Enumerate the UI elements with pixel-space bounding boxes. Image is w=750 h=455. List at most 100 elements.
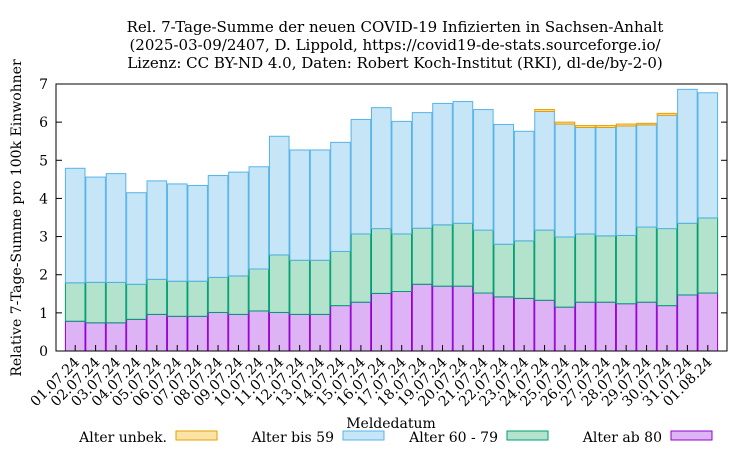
bar-alter-60-79-06.07.24	[166, 280, 188, 317]
bar-alter-unbek--24.07.24	[534, 109, 555, 112]
bar-alter-60-79-18.07.24	[411, 227, 433, 285]
bar-alter-60-79-03.07.24	[105, 281, 127, 324]
bar-alter-ab-80-27.07.24	[595, 301, 617, 352]
bar-alter-60-79-26.07.24	[575, 233, 596, 303]
bar-alter-bis-59-30.07.24	[656, 114, 678, 230]
bar-alter-60-79-08.07.24	[207, 276, 229, 313]
bar-alter-60-79-22.07.24	[493, 243, 515, 298]
bar-alter-60-79-28.07.24	[615, 234, 637, 305]
bar-alter-bis-59-11.07.24	[268, 135, 290, 256]
bar-alter-ab-80-17.07.24	[391, 291, 413, 352]
bar-alter-unbek--30.07.24	[656, 112, 678, 116]
y-tick-label: 4	[39, 191, 48, 207]
legend-label: Alter bis 59	[250, 430, 334, 446]
bar-alter-60-79-16.07.24	[371, 228, 392, 294]
bar-alter-bis-59-23.07.24	[513, 130, 535, 242]
bar-alter-60-79-25.07.24	[554, 236, 576, 308]
y-tick-label: 2	[39, 268, 48, 284]
bar-alter-bis-59-24.07.24	[534, 110, 555, 231]
bar-alter-60-79-12.07.24	[289, 259, 310, 315]
bar-alter-bis-59-07.07.24	[187, 184, 208, 282]
chart-title-line-2: (2025-03-09/2407, D. Lippold, https://co…	[129, 36, 661, 54]
bar-alter-60-79-30.07.24	[656, 228, 678, 307]
bar-alter-bis-59-10.07.24	[248, 166, 270, 270]
bar-alter-60-79-27.07.24	[595, 235, 617, 303]
bar-alter-ab-80-22.07.24	[493, 296, 515, 352]
bar-alter-bis-59-13.07.24	[309, 149, 331, 261]
bar-alter-60-79-23.07.24	[513, 240, 535, 299]
bar-alter-bis-59-17.07.24	[391, 120, 413, 235]
bar-alter-bis-59-20.07.24	[452, 101, 474, 224]
bar-alter-ab-80-29.07.24	[636, 301, 657, 352]
bar-alter-60-79-20.07.24	[452, 222, 474, 287]
bar-alter-ab-80-25.07.24	[554, 306, 576, 352]
y-tick-label: 5	[39, 153, 48, 169]
bar-alter-60-79-02.07.24	[85, 281, 106, 324]
y-tick-label: 3	[39, 230, 48, 246]
bar-alter-ab-80-23.07.24	[513, 297, 535, 352]
bar-alter-bis-59-16.07.24	[371, 107, 392, 230]
bar-alter-ab-80-20.07.24	[452, 285, 474, 352]
bar-alter-bis-59-28.07.24	[615, 125, 637, 236]
bar-alter-ab-80-16.07.24	[371, 292, 392, 352]
legend-swatch	[175, 430, 218, 441]
legend-swatch	[670, 430, 713, 441]
bar-alter-60-79-29.07.24	[636, 226, 657, 303]
legend-label: Alter 60 - 79	[408, 430, 498, 446]
bar-alter-ab-80-10.07.24	[248, 310, 270, 352]
bar-alter-ab-80-26.07.24	[575, 301, 596, 352]
bars-layer	[64, 88, 719, 352]
bar-alter-60-79-24.07.24	[534, 229, 555, 301]
legend-swatch	[342, 430, 385, 441]
bar-alter-bis-59-05.07.24	[146, 180, 168, 280]
bar-alter-bis-59-08.07.24	[207, 175, 229, 278]
bar-alter-ab-80-18.07.24	[411, 283, 433, 352]
bar-alter-bis-59-06.07.24	[166, 183, 188, 282]
bar-alter-ab-80-28.07.24	[615, 303, 637, 352]
y-tick-label: 1	[39, 306, 48, 322]
y-tick-label: 7	[39, 77, 48, 93]
bar-alter-bis-59-26.07.24	[575, 126, 596, 235]
bar-alter-bis-59-09.07.24	[228, 171, 249, 277]
bar-alter-bis-59-18.07.24	[411, 112, 433, 229]
y-axis-label: Relative 7-Tage-Summe pro 100k Einwohner	[9, 59, 25, 377]
bar-alter-bis-59-03.07.24	[105, 173, 127, 283]
bar-alter-ab-80-21.07.24	[473, 292, 494, 352]
bar-alter-bis-59-02.07.24	[85, 176, 106, 283]
bar-alter-60-79-09.07.24	[228, 275, 249, 315]
bar-alter-bis-59-04.07.24	[126, 192, 147, 285]
bar-alter-60-79-07.07.24	[187, 280, 208, 317]
x-axis: 01.07.2402.07.2403.07.2404.07.2405.07.24…	[28, 345, 716, 410]
bar-alter-60-79-01.08.24	[697, 217, 719, 294]
bar-alter-bis-59-22.07.24	[493, 123, 515, 245]
bar-alter-bis-59-31.07.24	[677, 88, 698, 224]
bar-alter-60-79-13.07.24	[309, 259, 331, 315]
chart-title-line-1: Rel. 7-Tage-Summe der neuen COVID-19 Inf…	[127, 18, 664, 36]
bar-alter-bis-59-01.07.24	[64, 167, 86, 284]
bar-alter-60-79-31.07.24	[677, 222, 698, 296]
bar-alter-ab-80-31.07.24	[677, 294, 698, 352]
bar-alter-60-79-15.07.24	[350, 233, 372, 303]
y-tick-label: 6	[39, 115, 48, 131]
bar-alter-bis-59-14.07.24	[330, 141, 351, 252]
bar-alter-unbek--28.07.24	[615, 123, 637, 127]
legend-swatch	[506, 430, 549, 441]
bar-alter-ab-80-15.07.24	[350, 301, 372, 352]
bar-alter-60-79-01.07.24	[64, 282, 86, 322]
bar-alter-ab-80-19.07.24	[432, 285, 453, 352]
bar-alter-unbek--29.07.24	[636, 122, 657, 126]
bar-alter-60-79-21.07.24	[473, 229, 494, 294]
bar-alter-ab-80-14.07.24	[330, 305, 351, 352]
bar-alter-ab-80-24.07.24	[534, 299, 555, 352]
bar-alter-bis-59-27.07.24	[595, 126, 617, 237]
bar-alter-bis-59-19.07.24	[432, 102, 453, 226]
bar-alter-bis-59-15.07.24	[350, 118, 372, 235]
bar-alter-bis-59-29.07.24	[636, 124, 657, 228]
bar-alter-bis-59-12.07.24	[289, 149, 310, 261]
bar-alter-bis-59-21.07.24	[473, 109, 494, 231]
plot-frame	[55, 83, 728, 352]
bar-alter-unbek--26.07.24	[575, 125, 596, 128]
bar-alter-60-79-10.07.24	[248, 268, 270, 312]
